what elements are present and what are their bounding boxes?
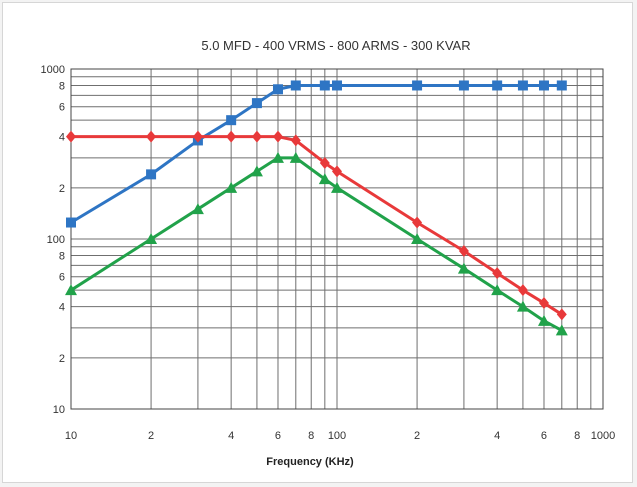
data-point-triangle bbox=[191, 203, 204, 215]
data-point-square bbox=[556, 80, 567, 91]
data-point-triangle bbox=[457, 262, 470, 274]
series-layer bbox=[65, 80, 568, 336]
y-tick-label: 10 bbox=[53, 404, 65, 416]
series-line bbox=[70, 83, 562, 224]
y-tick-label: 2 bbox=[59, 183, 65, 195]
data-point-diamond bbox=[319, 156, 330, 169]
data-point-diamond bbox=[332, 165, 342, 178]
y-tick-label: 6 bbox=[59, 272, 65, 284]
data-point-triangle bbox=[65, 284, 77, 296]
data-point-square bbox=[332, 80, 342, 91]
series-2 bbox=[66, 130, 567, 321]
data-point-triangle bbox=[271, 151, 284, 163]
x-tick-label: 10 bbox=[65, 430, 77, 442]
data-point-triangle bbox=[491, 284, 504, 296]
data-point-triangle bbox=[225, 181, 238, 193]
data-point-square bbox=[272, 84, 283, 95]
data-point-square bbox=[517, 80, 528, 91]
chart-title: 5.0 MFD - 400 VRMS - 800 ARMS - 300 KVAR bbox=[201, 38, 470, 53]
data-point-triangle bbox=[537, 314, 550, 326]
y-tick-label: 100 bbox=[47, 234, 65, 246]
y-tick-label: 2 bbox=[59, 353, 65, 365]
data-point-diamond bbox=[226, 130, 237, 143]
data-point-square bbox=[146, 169, 157, 180]
data-point-triangle bbox=[318, 173, 331, 185]
data-point-square bbox=[319, 80, 330, 91]
axis-tick-labels: 10 2 4 6 8 100 2 4 6 8 1000 10 2 4 6 8 100 2 4 6 8 1000 bbox=[41, 64, 616, 442]
data-point-diamond bbox=[538, 297, 549, 310]
x-tick-label: 100 bbox=[328, 430, 346, 442]
series-line bbox=[71, 135, 563, 316]
data-point-triangle bbox=[516, 300, 529, 312]
x-tick-label: 2 bbox=[148, 430, 154, 442]
x-tick-label: 8 bbox=[574, 430, 580, 442]
series-1 bbox=[66, 80, 567, 228]
x-axis-label: Frequency (KHz) bbox=[266, 456, 354, 468]
x-tick-label: 6 bbox=[541, 430, 547, 442]
y-tick-label: 8 bbox=[59, 250, 65, 262]
y-tick-label: 6 bbox=[59, 102, 65, 114]
plot-border bbox=[70, 68, 604, 410]
data-point-triangle bbox=[250, 165, 263, 177]
data-point-diamond bbox=[492, 267, 503, 280]
data-point-diamond bbox=[458, 244, 469, 257]
data-point-triangle bbox=[289, 151, 302, 163]
data-point-square bbox=[458, 80, 469, 91]
chart-frame: 5.0 MFD - 400 VRMS - 800 ARMS - 300 KVAR… bbox=[2, 2, 633, 483]
series-line bbox=[70, 156, 563, 332]
data-point-diamond bbox=[251, 130, 262, 143]
data-point-diamond bbox=[556, 308, 567, 321]
x-tick-label: 6 bbox=[275, 430, 281, 442]
data-point-triangle bbox=[145, 233, 158, 244]
data-point-diamond bbox=[412, 216, 423, 229]
series-3 bbox=[65, 151, 568, 336]
x-tick-label: 8 bbox=[308, 430, 314, 442]
x-tick-label: 4 bbox=[228, 430, 234, 442]
data-point-diamond bbox=[517, 284, 528, 297]
y-tick-label: 4 bbox=[59, 132, 65, 144]
data-point-diamond bbox=[272, 130, 283, 143]
data-point-square bbox=[251, 98, 262, 109]
data-point-diamond bbox=[192, 130, 203, 143]
data-point-triangle bbox=[555, 324, 568, 336]
x-tick-label: 2 bbox=[414, 430, 420, 442]
data-point-diamond bbox=[146, 130, 157, 143]
y-tick-label: 4 bbox=[59, 302, 65, 314]
data-point-square bbox=[412, 80, 423, 91]
data-point-square bbox=[538, 80, 549, 91]
data-point-diamond bbox=[290, 134, 301, 147]
data-point-square bbox=[226, 115, 237, 126]
data-point-triangle bbox=[411, 233, 424, 244]
data-point-square bbox=[66, 217, 76, 228]
frequency-chart: 5.0 MFD - 400 VRMS - 800 ARMS - 300 KVAR… bbox=[41, 38, 616, 468]
x-tick-label: 4 bbox=[494, 430, 500, 442]
data-point-diamond bbox=[66, 130, 76, 143]
x-tick-label: 1000 bbox=[591, 430, 615, 442]
data-point-triangle bbox=[331, 181, 343, 193]
data-point-square bbox=[492, 80, 503, 91]
y-tick-label: 8 bbox=[59, 80, 65, 92]
data-point-square bbox=[290, 80, 301, 91]
y-tick-label: 1000 bbox=[41, 64, 65, 76]
